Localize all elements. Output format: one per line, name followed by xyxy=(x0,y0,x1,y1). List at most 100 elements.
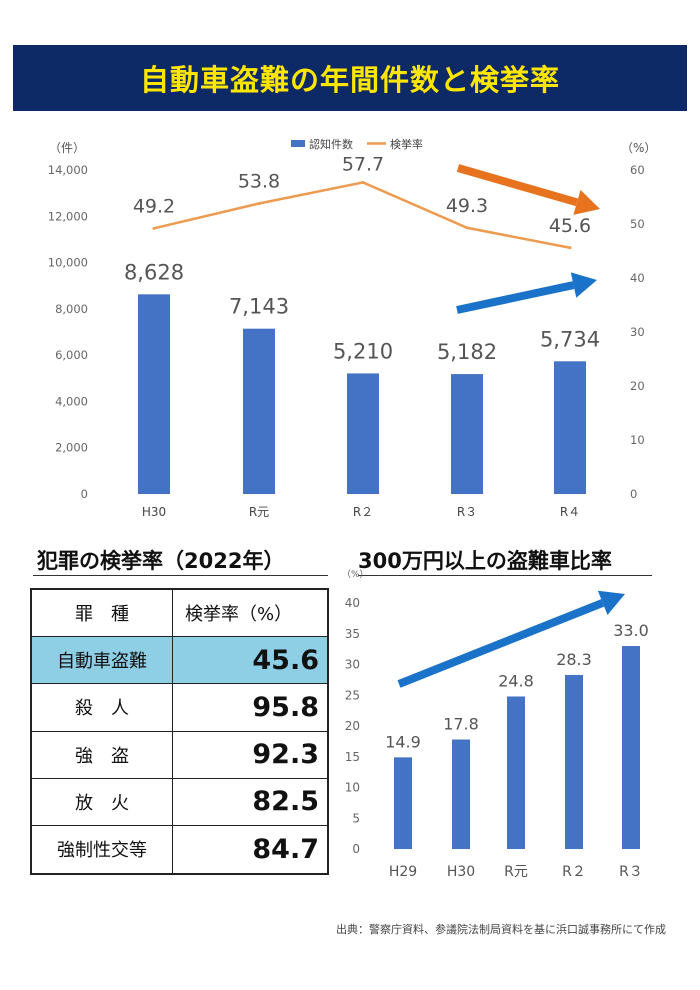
right-axis-unit: （%） xyxy=(621,141,656,155)
bar-ratio xyxy=(622,646,640,849)
bar-data-label: 8,628 xyxy=(124,260,184,284)
theft-ratio-title-underline xyxy=(358,575,652,576)
line-data-label: 53.8 xyxy=(238,170,280,192)
arrest-rate-line xyxy=(153,181,571,249)
y-axis-tick-label: 25 xyxy=(345,688,360,702)
bar-data-label: 28.3 xyxy=(556,650,592,669)
y-axis-tick-label: 20 xyxy=(345,719,360,733)
x-axis-category-label: R２ xyxy=(562,864,586,880)
right-axis-tick-label: 30 xyxy=(630,325,645,339)
ratio-up-arrow-shaft xyxy=(397,599,605,688)
y-axis-tick-label: 15 xyxy=(345,750,360,764)
bar-recognized-count xyxy=(243,328,275,494)
arrest-rate-down-arrow-head xyxy=(573,189,600,215)
arrest-rate-point xyxy=(568,246,572,250)
legend-line-label: 検挙率 xyxy=(390,137,423,151)
crime-name: 強制性交等 xyxy=(32,825,173,873)
x-axis-category-label: R元 xyxy=(249,505,269,519)
bar-data-label: 14.9 xyxy=(385,732,421,751)
bar-ratio xyxy=(565,674,583,849)
bar-recognized-count xyxy=(347,373,379,494)
ratio-up-arrow-head xyxy=(597,590,625,615)
x-axis-category-label: R元 xyxy=(504,864,528,880)
y-axis-unit: （%） xyxy=(342,569,369,580)
high-value-theft-ratio-chart: （%） 0 5 10 15 20 25 30 35 40 14.9 17.8 24.8 28.3 33.0 H… xyxy=(342,569,649,880)
legend-bar-label: 認知件数 xyxy=(309,137,353,151)
x-axis-category-label: H30 xyxy=(142,505,166,519)
arrest-rate-value: 45.6 xyxy=(173,637,327,684)
y-axis-tick-label: 35 xyxy=(345,627,360,641)
x-axis-category-label: H29 xyxy=(389,864,417,880)
bar-recognized-count xyxy=(554,361,586,494)
arrest-rate-value: 92.3 xyxy=(252,739,319,771)
header-crime-type: 罪 種 xyxy=(32,590,173,637)
arrest-rate-point xyxy=(152,226,156,230)
y-axis-tick-label: 0 xyxy=(352,842,360,856)
left-axis-tick-label: 0 xyxy=(81,487,88,501)
theft-count-up-arrow-shaft xyxy=(456,281,575,314)
x-axis-category-label: R２ xyxy=(353,505,373,519)
arrest-rate-value: 84.7 xyxy=(252,833,319,865)
bar-data-label: 17.8 xyxy=(443,715,479,734)
annual-count-and-arrest-rate-chart: （件） （%） 認知件数 検挙率 0 2,000 4,000 6,000 8,000 10,000… xyxy=(48,137,657,519)
line-data-label: 49.3 xyxy=(446,195,488,217)
arrest-rate-down-arrow-shaft xyxy=(456,164,579,207)
left-axis-tick-label: 8,000 xyxy=(55,302,88,316)
x-axis-category-label: R４ xyxy=(560,505,580,519)
left-axis-tick-label: 12,000 xyxy=(48,209,88,223)
legend-bar-swatch xyxy=(291,140,305,147)
arrest-rate-value: 82.5 xyxy=(252,786,319,818)
y-axis-tick-label: 10 xyxy=(345,781,360,795)
crime-name: 強 盗 xyxy=(32,731,173,778)
bar-data-label: 24.8 xyxy=(498,671,534,690)
theft-ratio-chart-title: 300万円以上の盗難車比率 xyxy=(358,549,612,573)
bar-recognized-count xyxy=(138,294,170,494)
crime-name: 自動車盗難 xyxy=(32,637,173,684)
bar-ratio xyxy=(507,696,525,849)
theft-count-up-arrow-head xyxy=(570,272,597,298)
x-axis-category-label: R３ xyxy=(619,864,643,880)
table-row: 自動車盗難 45.6 xyxy=(32,637,327,685)
left-axis-tick-label: 14,000 xyxy=(48,163,88,177)
y-axis-tick-label: 5 xyxy=(352,811,360,825)
table-row: 強 盗 92.3 xyxy=(32,731,327,779)
table-header-row: 罪 種 検挙率（%） xyxy=(32,590,327,638)
left-axis-tick-label: 10,000 xyxy=(48,256,88,270)
right-axis-tick-label: 60 xyxy=(630,163,645,177)
crime-table-title: 犯罪の検挙率（2022年） xyxy=(37,549,285,573)
bar-ratio xyxy=(394,757,412,849)
header-arrest-rate: 検挙率（%） xyxy=(185,604,293,626)
crime-arrest-rate-table: 罪 種 検挙率（%） 自動車盗難 45.6 殺 人 95.8 強 盗 92.3 … xyxy=(30,588,329,875)
table-row: 放 火 82.5 xyxy=(32,778,327,826)
line-data-label: 49.2 xyxy=(133,195,175,217)
right-axis-tick-label: 0 xyxy=(630,487,637,501)
left-axis-unit: （件） xyxy=(49,141,85,155)
arrest-rate-point xyxy=(465,226,469,230)
line-data-label: 45.6 xyxy=(549,215,591,237)
left-axis-tick-label: 6,000 xyxy=(55,348,88,362)
arrest-rate-point xyxy=(361,180,365,184)
line-data-label: 57.7 xyxy=(342,153,384,175)
bar-data-label: 5,182 xyxy=(437,340,497,364)
y-axis-tick-label: 40 xyxy=(345,596,360,610)
bar-data-label: 5,734 xyxy=(540,327,600,351)
source-note: 出典：警察庁資料、参議院法制局資料を基に浜口誠事務所にて作成 xyxy=(336,923,666,936)
right-axis-tick-label: 10 xyxy=(630,433,645,447)
x-axis-category-label: R３ xyxy=(457,505,477,519)
table-row: 強制性交等 84.7 xyxy=(32,825,327,873)
y-axis-tick-label: 30 xyxy=(345,658,360,672)
page-title: 自動車盗難の年間件数と検挙率 xyxy=(139,63,560,97)
right-axis-tick-label: 20 xyxy=(630,379,645,393)
table-row: 殺 人 95.8 xyxy=(32,684,327,732)
bar-ratio xyxy=(452,739,470,849)
left-axis-tick-label: 2,000 xyxy=(55,441,88,455)
right-axis-tick-label: 40 xyxy=(630,271,645,285)
arrest-rate-point xyxy=(257,201,261,205)
bar-recognized-count xyxy=(451,374,483,494)
arrest-rate-value: 95.8 xyxy=(252,691,319,723)
title-banner: 自動車盗難の年間件数と検挙率 xyxy=(13,45,687,111)
crime-table-title-underline xyxy=(33,575,328,576)
bar-data-label: 33.0 xyxy=(613,621,649,640)
left-axis-tick-label: 4,000 xyxy=(55,394,88,408)
bar-data-label: 7,143 xyxy=(229,295,289,319)
